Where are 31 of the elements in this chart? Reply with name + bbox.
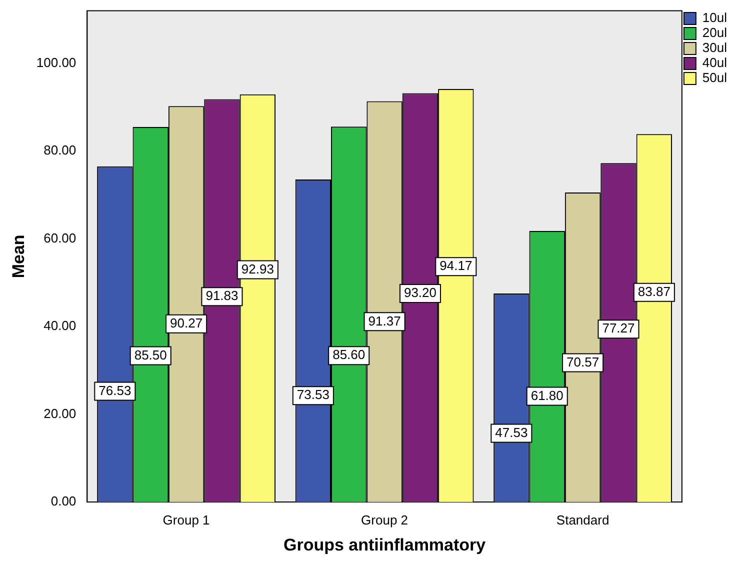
x-tick-label: Group 1: [162, 512, 210, 528]
data-label: 70.57: [566, 354, 600, 370]
data-label: 90.27: [170, 315, 203, 330]
y-tick-label: 80.00: [44, 142, 76, 158]
y-tick-label: 100.00: [36, 55, 76, 70]
data-label: 94.17: [440, 258, 472, 274]
x-tick-label: Standard: [556, 512, 610, 528]
data-label: 73.53: [296, 387, 330, 402]
data-label: 47.53: [495, 424, 528, 440]
legend-label: 20ul: [702, 25, 728, 40]
x-axis-title: Groups antiinflammatory: [283, 535, 486, 554]
y-tick-label: 40.00: [44, 318, 76, 334]
legend-label: 10ul: [702, 10, 728, 26]
y-tick-label: 0.00: [50, 494, 76, 509]
legend-label: 40ul: [702, 55, 728, 70]
data-label: 76.53: [98, 382, 132, 398]
data-label: 92.93: [241, 261, 274, 276]
legend-label: 50ul: [702, 70, 728, 86]
data-label: 83.87: [638, 284, 670, 299]
data-label: 91.37: [368, 313, 401, 328]
data-label: 91.83: [206, 288, 238, 304]
data-label: 85.50: [134, 347, 167, 362]
legend-label: 30ul: [702, 40, 728, 56]
data-label: 93.20: [404, 285, 436, 300]
data-label: 77.27: [602, 320, 635, 336]
y-axis-title: Mean: [8, 234, 28, 278]
y-tick-label: 60.00: [44, 230, 76, 246]
data-label: 61.80: [530, 388, 564, 403]
x-tick-label: Group 2: [361, 512, 408, 528]
y-tick-label: 20.00: [44, 406, 76, 421]
data-label: 85.60: [332, 347, 366, 362]
